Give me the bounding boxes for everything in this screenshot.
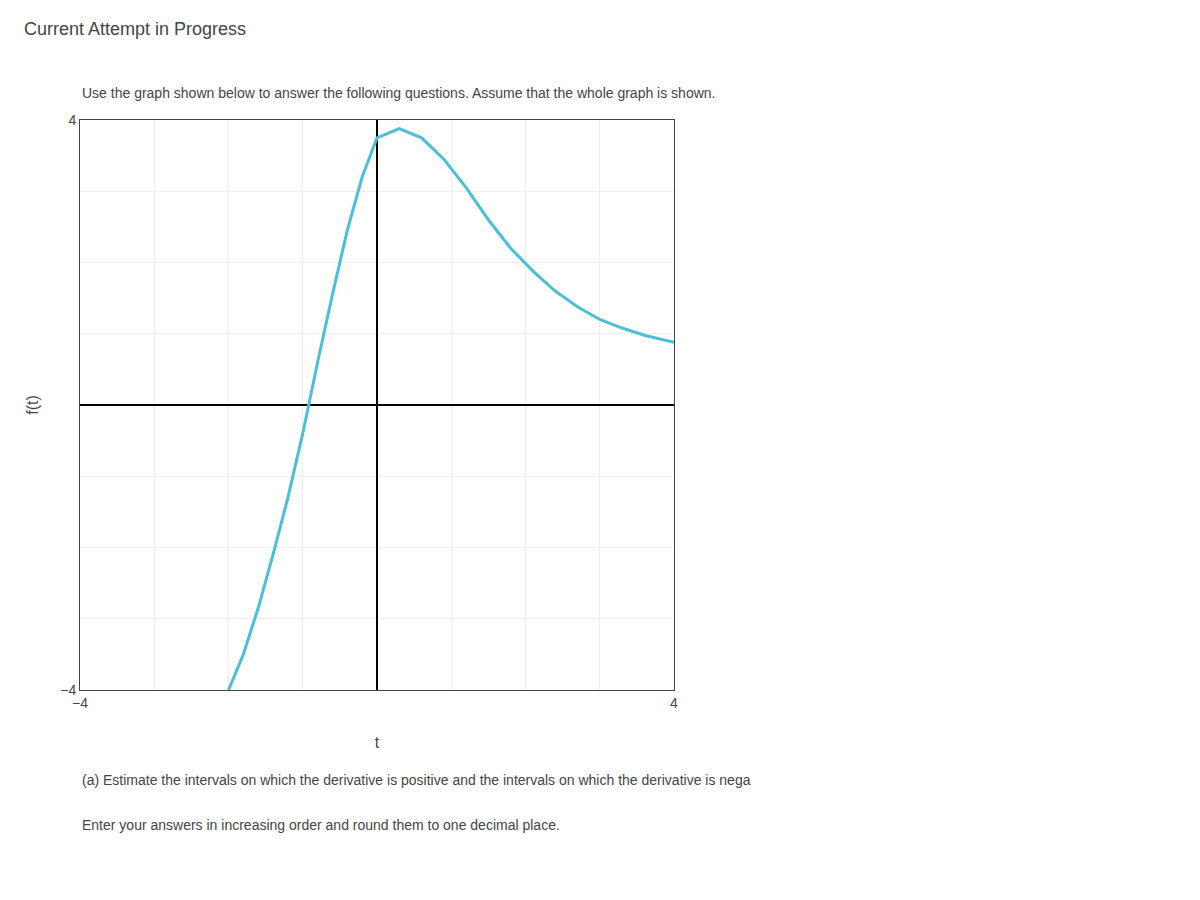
svg-text:4: 4 <box>670 695 678 711</box>
svg-text:Enter your answers in increasi: Enter your answers in increasing order a… <box>82 817 560 833</box>
svg-text:−4: −4 <box>72 695 88 711</box>
svg-text:Use the graph shown below to a: Use the graph shown below to answer the … <box>82 85 715 101</box>
svg-text:4: 4 <box>68 112 76 128</box>
svg-text:(a) Estimate the intervals on: (a) Estimate the intervals on which the … <box>82 772 751 788</box>
svg-text:−4: −4 <box>60 682 76 698</box>
svg-text:f(t): f(t) <box>24 395 41 415</box>
svg-text:t: t <box>375 734 380 751</box>
svg-text:Current Attempt in Progress: Current Attempt in Progress <box>24 19 246 39</box>
